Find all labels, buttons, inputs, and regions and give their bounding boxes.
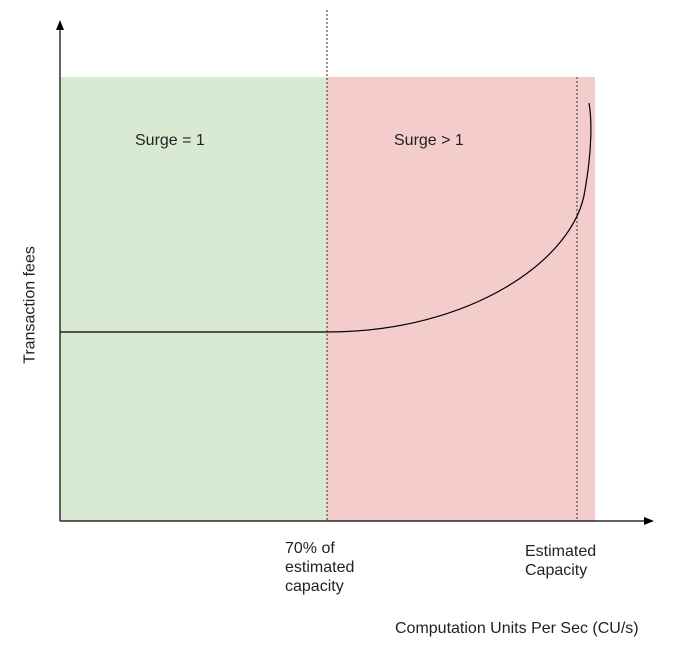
- x-axis-arrow-icon: [644, 517, 654, 525]
- threshold-70-label-line: capacity: [285, 578, 344, 595]
- estimated-capacity-label-line: Capacity: [525, 562, 588, 579]
- x-axis-label: Computation Units Per Sec (CU/s): [395, 620, 639, 637]
- surge-high-region: [327, 77, 595, 521]
- estimated-capacity-label: Estimated Capacity: [525, 542, 596, 580]
- y-axis-label: Transaction fees: [21, 246, 39, 364]
- surge-greater-one-label: Surge > 1: [394, 132, 464, 149]
- estimated-capacity-label-line: Estimated: [525, 543, 597, 560]
- surge-normal-region: [60, 77, 327, 521]
- threshold-70-label-line: estimated: [285, 559, 355, 576]
- threshold-70-label: 70% of estimated capacity: [285, 539, 354, 596]
- y-axis-arrow-icon: [56, 20, 64, 30]
- threshold-70-label-line: 70% of: [285, 540, 335, 557]
- fee-curve: [60, 102, 592, 333]
- surge-equal-one-label: Surge = 1: [135, 132, 205, 149]
